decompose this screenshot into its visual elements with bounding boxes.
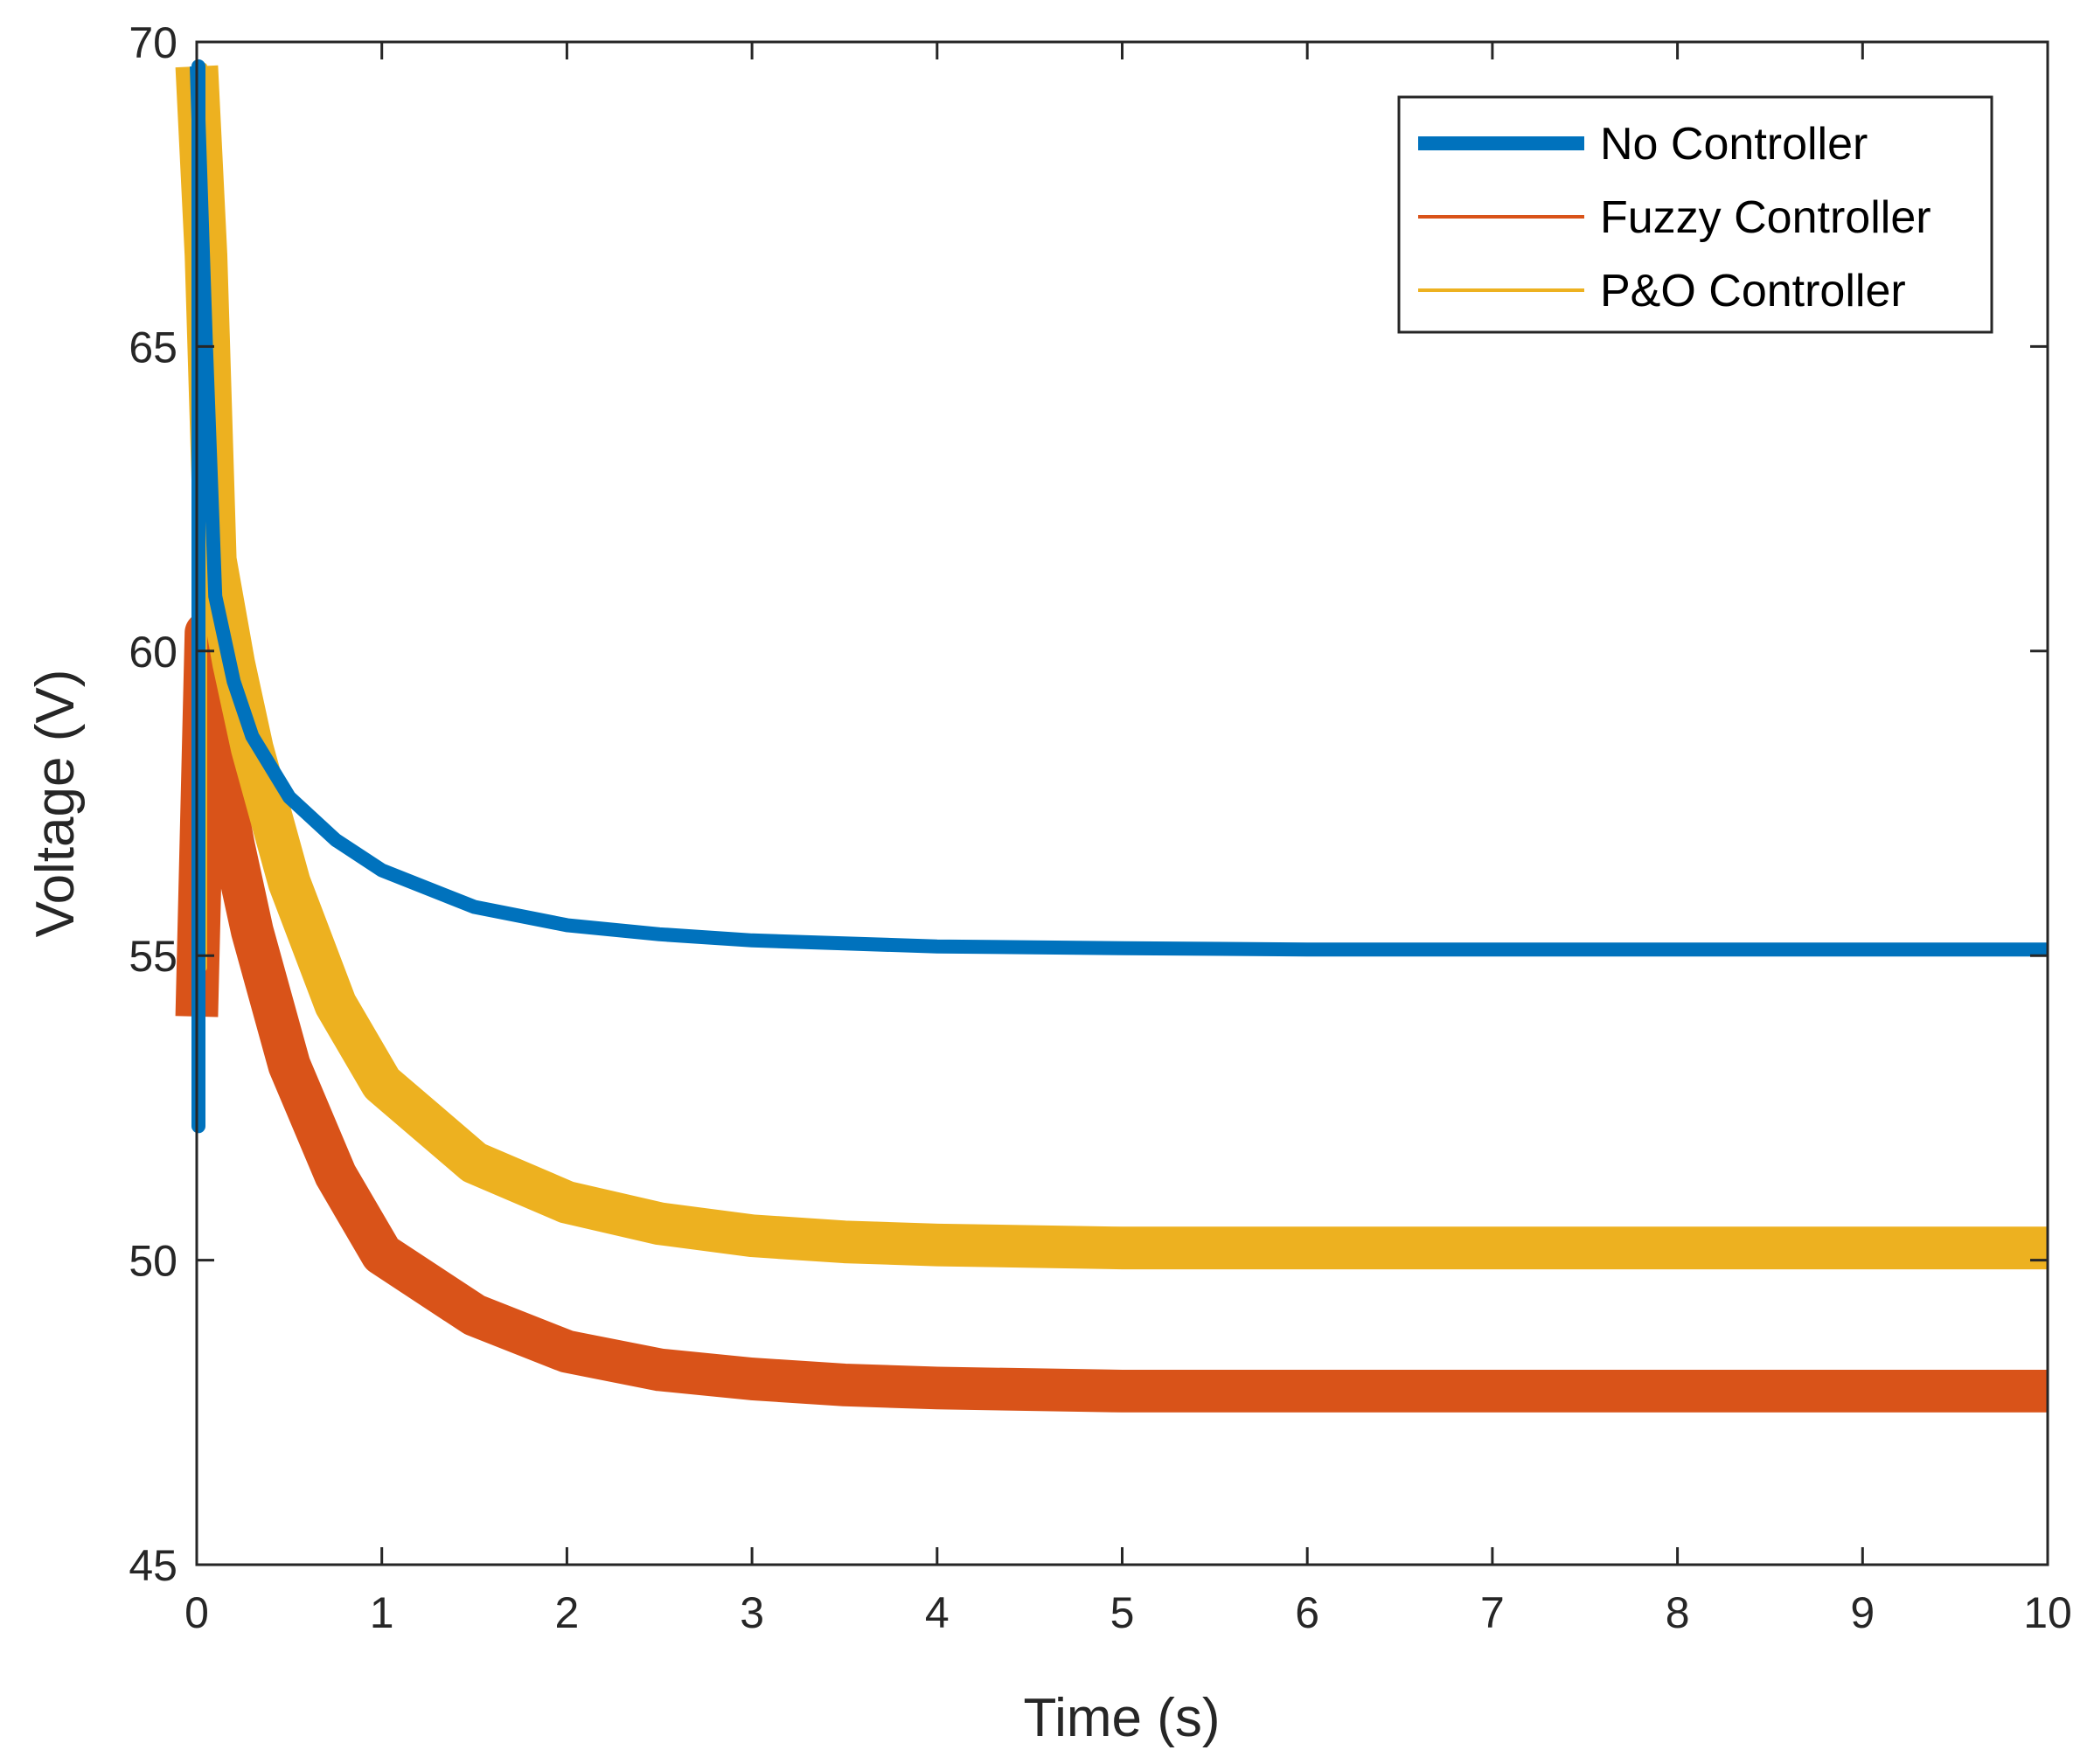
x-tick-label: 8 <box>1666 1588 1690 1637</box>
series-layer <box>175 59 2048 1413</box>
series-no-controller <box>190 59 2048 1134</box>
x-tick-label: 4 <box>925 1588 950 1637</box>
y-tick-label: 45 <box>129 1541 177 1590</box>
legend[interactable]: No Controller Fuzzy Controller P&O Control… <box>1397 95 1993 334</box>
series-line-fuzzy-controller <box>175 611 2048 1413</box>
legend-box <box>1397 95 1993 334</box>
y-tick-label: 65 <box>129 323 177 372</box>
x-tick-label: 1 <box>370 1588 394 1637</box>
x-tick-label: 3 <box>740 1588 764 1637</box>
x-axis-title: Time (s) <box>1024 1688 1221 1748</box>
legend-item-no-controller[interactable]: No Controller <box>1418 119 1868 170</box>
legend-label-fuzzy-controller: Fuzzy Controller <box>1600 192 1931 243</box>
series-line-no-controller <box>190 66 2048 957</box>
y-tick-label: 55 <box>129 932 177 981</box>
legend-label-no-controller: No Controller <box>1600 119 1868 170</box>
legend-item-p-o-controller[interactable]: P&O Controller <box>1418 266 1906 316</box>
x-tick-label: 6 <box>1295 1588 1319 1637</box>
x-tick-label: 7 <box>1480 1588 1505 1637</box>
y-tick-label: 60 <box>129 628 177 677</box>
y-axis-title: Voltage (V) <box>25 670 86 938</box>
y-tick-label: 70 <box>129 18 177 67</box>
legend-item-fuzzy-controller[interactable]: Fuzzy Controller <box>1418 192 1931 243</box>
x-tick-label: 0 <box>184 1588 209 1637</box>
legend-label-p-o-controller: P&O Controller <box>1600 266 1906 316</box>
x-tick-label: 2 <box>554 1588 579 1637</box>
x-tick-label: 5 <box>1110 1588 1135 1637</box>
x-tick-label: 10 <box>2023 1588 2072 1637</box>
x-tick-label: 9 <box>1850 1588 1875 1637</box>
y-tick-label: 50 <box>129 1237 177 1286</box>
